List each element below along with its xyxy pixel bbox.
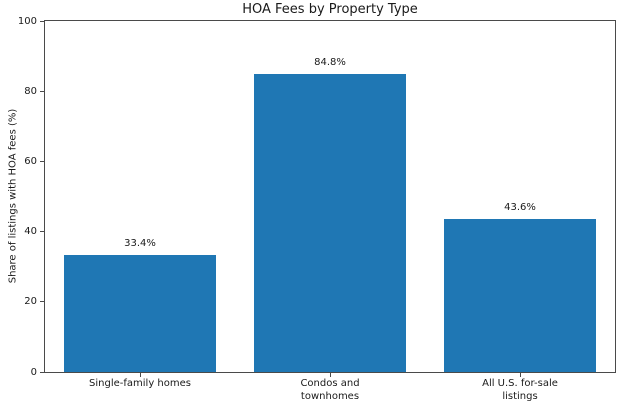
bar-value-label: 84.8%	[314, 57, 346, 69]
y-tick-mark	[40, 160, 44, 162]
bar	[64, 254, 216, 372]
y-tick-label: 0	[30, 366, 37, 378]
bar-value-label: 43.6%	[504, 201, 536, 213]
chart-title: HOA Fees by Property Type	[242, 2, 418, 17]
y-tick-mark	[40, 20, 44, 22]
x-tick-label: Condos and townhomes	[300, 378, 360, 402]
y-tick-mark	[40, 231, 44, 233]
y-tick-label: 60	[24, 155, 37, 167]
y-tick-label: 80	[24, 85, 37, 97]
y-tick-label: 20	[24, 296, 37, 308]
plot-area: 33.4% 84.8% 43.6%	[44, 20, 616, 373]
x-tick-label: All U.S. for-sale listings	[482, 378, 558, 402]
bar-value-label: 33.4%	[124, 237, 156, 249]
x-tick-mark	[329, 373, 331, 377]
x-tick-label: Single-family homes	[89, 378, 191, 389]
y-tick-mark	[40, 371, 44, 373]
x-tick-mark	[139, 373, 141, 377]
x-tick-mark	[519, 373, 521, 377]
bar	[254, 74, 406, 372]
y-tick-label: 100	[17, 15, 37, 27]
y-tick-mark	[40, 90, 44, 92]
y-tick-mark	[40, 301, 44, 303]
y-axis-label: Share of listings with HOA fees (%)	[7, 108, 19, 284]
bar	[444, 218, 596, 372]
y-tick-label: 40	[24, 226, 37, 238]
